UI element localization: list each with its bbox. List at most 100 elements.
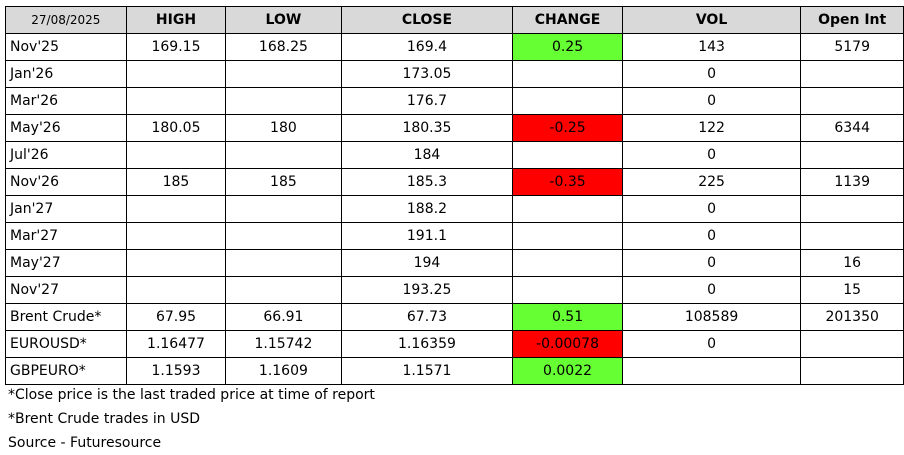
vol-cell: 122 (621, 114, 802, 142)
high-cell: 1.16477 (125, 330, 227, 358)
high-cell (125, 276, 227, 304)
close-cell: 194 (340, 249, 514, 277)
table-row: Nov'26 185 185 185.3 -0.35 225 1139 (5, 168, 904, 196)
table-row: Jan'27 188.2 0 (5, 195, 904, 223)
change-cell (512, 141, 623, 169)
change-cell: 0.51 (512, 303, 623, 331)
open-int-cell: 201350 (800, 303, 904, 331)
footnotes: *Close price is the last traded price at… (8, 383, 375, 455)
open-int-cell: 16 (800, 249, 904, 277)
close-cell: 180.35 (340, 114, 514, 142)
vol-cell: 225 (621, 168, 802, 196)
table-row: Jan'26 173.05 0 (5, 60, 904, 88)
table-row: EUROUSD* 1.16477 1.15742 1.16359 -0.00078 0 (5, 330, 904, 358)
open-int-cell (800, 87, 904, 115)
open-int-cell: 15 (800, 276, 904, 304)
open-int-cell: 5179 (800, 33, 904, 61)
table-row: GBPEURO* 1.1593 1.1609 1.1571 0.0022 (5, 357, 904, 385)
close-cell: 1.1571 (340, 357, 514, 385)
footnote-source: Source - Futuresource (8, 435, 162, 451)
vol-header: VOL (621, 6, 802, 34)
change-cell (512, 60, 623, 88)
close-cell: 67.73 (340, 303, 514, 331)
high-cell (125, 249, 227, 277)
contract-name: Nov'25 (5, 33, 127, 61)
vol-cell: 0 (621, 222, 802, 250)
low-cell (225, 249, 342, 277)
vol-cell: 0 (621, 276, 802, 304)
vol-cell: 143 (621, 33, 802, 61)
open-int-cell: 6344 (800, 114, 904, 142)
open-int-header: Open Int (800, 6, 904, 34)
report-date-header: 27/08/2025 (5, 6, 127, 34)
low-cell: 1.15742 (225, 330, 342, 358)
close-cell: 173.05 (340, 60, 514, 88)
open-int-cell (800, 330, 904, 358)
high-cell (125, 60, 227, 88)
contract-name: Jan'26 (5, 60, 127, 88)
contract-name: Mar'26 (5, 87, 127, 115)
vol-cell: 0 (621, 249, 802, 277)
table-row: Nov'25 169.15 168.25 169.4 0.25 143 5179 (5, 33, 904, 61)
contract-name: Nov'26 (5, 168, 127, 196)
footnote-brent-usd: *Brent Crude trades in USD (8, 411, 201, 427)
futures-table: 27/08/2025 HIGH LOW CLOSE CHANGE VOL Ope… (5, 6, 904, 385)
change-cell (512, 87, 623, 115)
low-cell: 168.25 (225, 33, 342, 61)
low-cell: 180 (225, 114, 342, 142)
change-cell (512, 195, 623, 223)
low-cell (225, 87, 342, 115)
change-cell: 0.25 (512, 33, 623, 61)
footnote-close-price: *Close price is the last traded price at… (8, 387, 375, 403)
low-header: LOW (225, 6, 342, 34)
high-cell: 169.15 (125, 33, 227, 61)
high-cell (125, 87, 227, 115)
low-cell (225, 141, 342, 169)
table-row: Nov'27 193.25 0 15 (5, 276, 904, 304)
vol-cell: 108589 (621, 303, 802, 331)
change-cell: -0.35 (512, 168, 623, 196)
change-cell: -0.00078 (512, 330, 623, 358)
contract-name: Jan'27 (5, 195, 127, 223)
table-row: Mar'27 191.1 0 (5, 222, 904, 250)
open-int-cell (800, 357, 904, 385)
high-cell: 1.1593 (125, 357, 227, 385)
change-cell: -0.25 (512, 114, 623, 142)
open-int-cell (800, 141, 904, 169)
contract-name: Nov'27 (5, 276, 127, 304)
change-cell: 0.0022 (512, 357, 623, 385)
change-cell (512, 249, 623, 277)
close-cell: 169.4 (340, 33, 514, 61)
vol-cell: 0 (621, 60, 802, 88)
vol-cell: 0 (621, 330, 802, 358)
high-cell (125, 195, 227, 223)
high-cell (125, 222, 227, 250)
change-cell (512, 222, 623, 250)
close-cell: 184 (340, 141, 514, 169)
contract-name: GBPEURO* (5, 357, 127, 385)
open-int-cell: 1139 (800, 168, 904, 196)
contract-name: EUROUSD* (5, 330, 127, 358)
close-cell: 185.3 (340, 168, 514, 196)
open-int-cell (800, 222, 904, 250)
open-int-cell (800, 195, 904, 223)
change-cell (512, 276, 623, 304)
vol-cell (621, 357, 802, 385)
contract-name: Jul'26 (5, 141, 127, 169)
low-cell (225, 222, 342, 250)
table-row: Mar'26 176.7 0 (5, 87, 904, 115)
change-header: CHANGE (512, 6, 623, 34)
close-cell: 188.2 (340, 195, 514, 223)
low-cell (225, 195, 342, 223)
high-cell: 180.05 (125, 114, 227, 142)
close-cell: 191.1 (340, 222, 514, 250)
high-header: HIGH (125, 6, 227, 34)
table-row: May'26 180.05 180 180.35 -0.25 122 6344 (5, 114, 904, 142)
high-cell: 185 (125, 168, 227, 196)
vol-cell: 0 (621, 87, 802, 115)
table-row: Brent Crude* 67.95 66.91 67.73 0.51 108589 201… (5, 303, 904, 331)
contract-name: Brent Crude* (5, 303, 127, 331)
contract-name: May'27 (5, 249, 127, 277)
futures-table-container: 27/08/2025 HIGH LOW CLOSE CHANGE VOL Ope… (5, 6, 904, 385)
table-row: Jul'26 184 0 (5, 141, 904, 169)
